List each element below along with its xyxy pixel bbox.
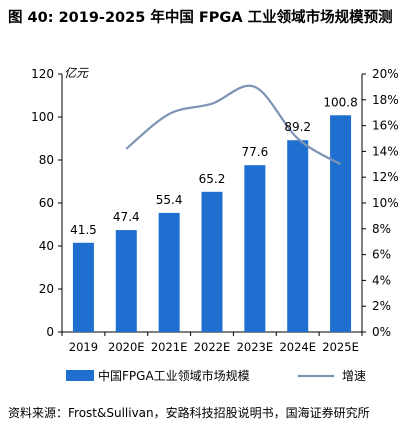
x-axis-tick-label: 2019 [69,340,98,354]
bar-data-label: 47.4 [113,210,140,224]
market-size-chart: 亿元 0 20 40 60 80 100 120 0% 2% 4% 6% 8% 10% 12% 14% 16%… [31,66,399,383]
left-axis-unit-label: 亿元 [64,66,89,80]
chart-legend: 中国FPGA工业领域市场规模 增速 [66,368,366,383]
right-axis-tick-label: 4% [372,273,391,287]
bar [158,212,180,332]
growth-line [125,84,342,166]
bar [201,191,223,332]
left-axis-tick-label: 100 [31,110,54,124]
left-axis-tick-label: 0 [46,325,54,339]
right-axis-tick-label: 6% [372,248,391,262]
bar [115,230,137,332]
x-axis-tick-label: 2021E [151,340,188,354]
right-axis-tick-label: 20% [372,67,399,81]
bar-data-label: 55.4 [156,193,183,207]
left-axis-tick-label: 60 [39,196,54,210]
bar-data-label: 77.6 [241,145,268,159]
legend-label-line: 增速 [342,369,366,383]
left-axis-tick-label: 40 [39,239,54,253]
left-axis-tick-label: 120 [31,67,54,81]
chart-axes: 0 20 40 60 80 100 120 0% 2% 4% 6% 8% 10% 12% 14% 16% 18%… [31,67,399,354]
right-axis-tick-label: 2% [372,299,391,313]
data-labels: 41.5 47.4 55.4 65.2 77.6 89.2 100.8 [70,95,358,236]
right-axis-tick-label: 12% [372,170,399,184]
bar-data-label: 65.2 [199,172,226,186]
right-axis-tick-label: 14% [372,144,399,158]
bar [72,242,94,332]
right-axis-tick-label: 10% [372,196,399,210]
right-axis-tick-label: 0% [372,325,391,339]
bar-data-label: 41.5 [70,223,97,237]
x-axis-tick-label: 2024E [279,340,316,354]
x-axis-tick-label: 2023E [237,340,274,354]
bar [287,140,309,332]
left-axis-tick-label: 80 [39,153,54,167]
growth-line-series [125,84,342,166]
x-axis-tick-label: 2025E [322,340,359,354]
legend-label-bar: 中国FPGA工业领域市场规模 [98,368,250,383]
right-axis-tick-label: 16% [372,119,399,133]
bar-series [72,115,352,332]
bar [330,115,352,332]
bar-data-label: 89.2 [284,120,311,134]
x-axis-tick-label: 2022E [194,340,231,354]
right-axis-tick-label: 18% [372,93,399,107]
bar-data-label: 100.8 [323,95,357,109]
bar [244,165,266,332]
figure-title: 图 40: 2019-2025 年中国 FPGA 工业领域市场规模预测 [8,10,393,26]
left-axis-tick-label: 20 [39,282,54,296]
legend-swatch-bar [66,370,94,381]
right-axis-tick-label: 8% [372,222,391,236]
source-note: 资料来源：Frost&Sullivan，安路科技招股说明书，国海证券研究所 [8,406,370,420]
x-axis-tick-label: 2020E [108,340,145,354]
